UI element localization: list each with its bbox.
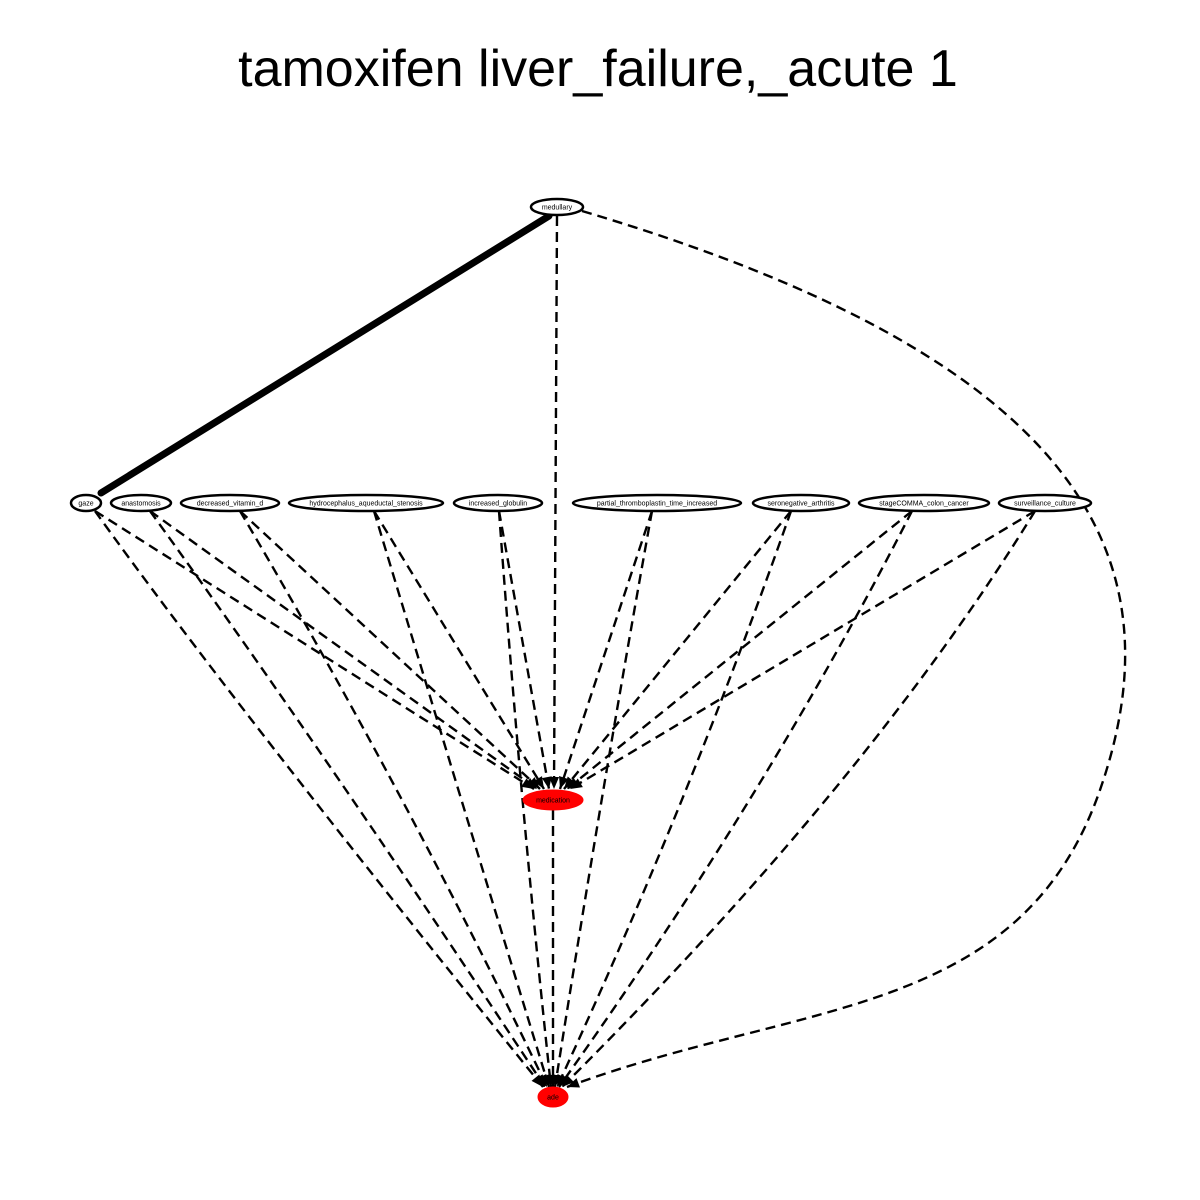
- node-increased_globulin: increased_globulin: [452, 493, 544, 513]
- node-label: decreased_vitamin_d: [197, 501, 264, 508]
- edge-anastomosis-to-ade: [149, 510, 547, 1088]
- edge-increased_globulin-to-ade: [497, 510, 553, 1088]
- arrowhead-hydrocephalus_aqueductal_stenosis-to-medication: [533, 776, 544, 789]
- node-medullary: medullary: [529, 197, 585, 217]
- edge-medullary-to-ade: [566, 209, 1127, 1089]
- arrowhead-surveillance_culture-to-ade: [562, 1074, 575, 1087]
- node-shape: [452, 493, 544, 513]
- arrowhead-medication-to-ade: [548, 1075, 558, 1087]
- node-ade: ade: [537, 1086, 569, 1108]
- node-label: increased_globulin: [469, 501, 527, 508]
- edge-gaze-to-medication: [94, 509, 535, 791]
- node-label: medullary: [542, 205, 573, 212]
- node-label: ade: [547, 1095, 559, 1102]
- edge-hydrocephalus_aqueductal_stenosis-to-medication: [372, 510, 546, 790]
- edge-partial_thromboplastin_time_increased-to-ade: [553, 510, 654, 1088]
- node-shape: [109, 493, 173, 513]
- edge-decreased_vitamin_d-to-ade: [238, 510, 549, 1088]
- node-label: gaze: [78, 501, 93, 508]
- node-shape: [751, 493, 851, 513]
- edge-decreased_vitamin_d-to-medication: [239, 510, 541, 790]
- node-shape: [287, 493, 445, 513]
- node-partial_thromboplastin_time_increased: partial_thromboplastin_time_increased: [571, 493, 743, 513]
- node-decreased_vitamin_d: decreased_vitamin_d: [179, 493, 281, 513]
- node-label: surveillance_culture: [1014, 501, 1076, 508]
- arrowhead-partial_thromboplastin_time_increased-to-medication: [559, 776, 569, 789]
- node-layer: medullary gaze anastomosis decreased_vitami…: [69, 197, 1093, 1108]
- node-label: medication: [536, 798, 570, 805]
- graph-title: tamoxifen liver_failure,_acute 1: [238, 40, 958, 98]
- node-medication: medication: [522, 789, 584, 811]
- node-gaze: gaze: [69, 493, 103, 513]
- edge-stageCOMMA_colon_cancer-to-ade: [558, 510, 914, 1088]
- edge-partial_thromboplastin_time_increased-to-medication: [558, 510, 654, 790]
- arrowhead-increased_globulin-to-medication: [541, 776, 552, 789]
- node-stageCOMMA_colon_cancer: stageCOMMA_colon_cancer: [857, 493, 991, 513]
- node-shape: [997, 493, 1093, 513]
- arrowhead-stageCOMMA_colon_cancer-to-ade: [559, 1074, 571, 1087]
- arrowhead-surveillance_culture-to-medication: [570, 778, 583, 789]
- node-label: seronegative_arthritis: [768, 501, 835, 508]
- edge-gaze-to-ade: [94, 510, 544, 1088]
- node-shape: [522, 789, 584, 811]
- node-label: stageCOMMA_colon_cancer: [879, 501, 969, 508]
- edge-medullary-to-gaze: [97, 212, 553, 497]
- node-anastomosis: anastomosis: [109, 493, 173, 513]
- edge-anastomosis-to-medication: [149, 510, 538, 790]
- arrowhead-decreased_vitamin_d-to-medication: [527, 777, 540, 789]
- node-shape: [857, 493, 991, 513]
- node-shape: [537, 1086, 569, 1108]
- edge-surveillance_culture-to-medication: [569, 509, 1036, 791]
- node-hydrocephalus_aqueductal_stenosis: hydrocephalus_aqueductal_stenosis: [287, 493, 445, 513]
- node-shape: [179, 493, 281, 513]
- arrowhead-medullary-to-ade: [567, 1078, 580, 1088]
- edge-stageCOMMA_colon_cancer-to-medication: [566, 510, 913, 790]
- edge-hydrocephalus_aqueductal_stenosis-to-ade: [372, 510, 551, 1088]
- node-seronegative_arthritis: seronegative_arthritis: [751, 493, 851, 513]
- node-label: hydrocephalus_aqueductal_stenosis: [309, 501, 423, 508]
- arrowhead-medullary-to-medication: [549, 776, 560, 789]
- node-surveillance_culture: surveillance_culture: [997, 493, 1093, 513]
- node-label: partial_thromboplastin_time_increased: [597, 501, 717, 508]
- edge-layer: [94, 209, 1127, 1089]
- edge-medullary-to-medication: [552, 215, 559, 790]
- node-shape: [529, 197, 585, 217]
- arrowhead-seronegative_arthritis-to-medication: [564, 776, 576, 789]
- node-shape: [69, 493, 103, 513]
- node-label: anastomosis: [121, 501, 161, 508]
- edge-surveillance_culture-to-ade: [561, 510, 1037, 1088]
- node-shape: [571, 493, 743, 513]
- edge-increased_globulin-to-medication: [497, 510, 551, 790]
- edge-seronegative_arthritis-to-medication: [563, 510, 792, 790]
- edge-seronegative_arthritis-to-ade: [555, 510, 793, 1088]
